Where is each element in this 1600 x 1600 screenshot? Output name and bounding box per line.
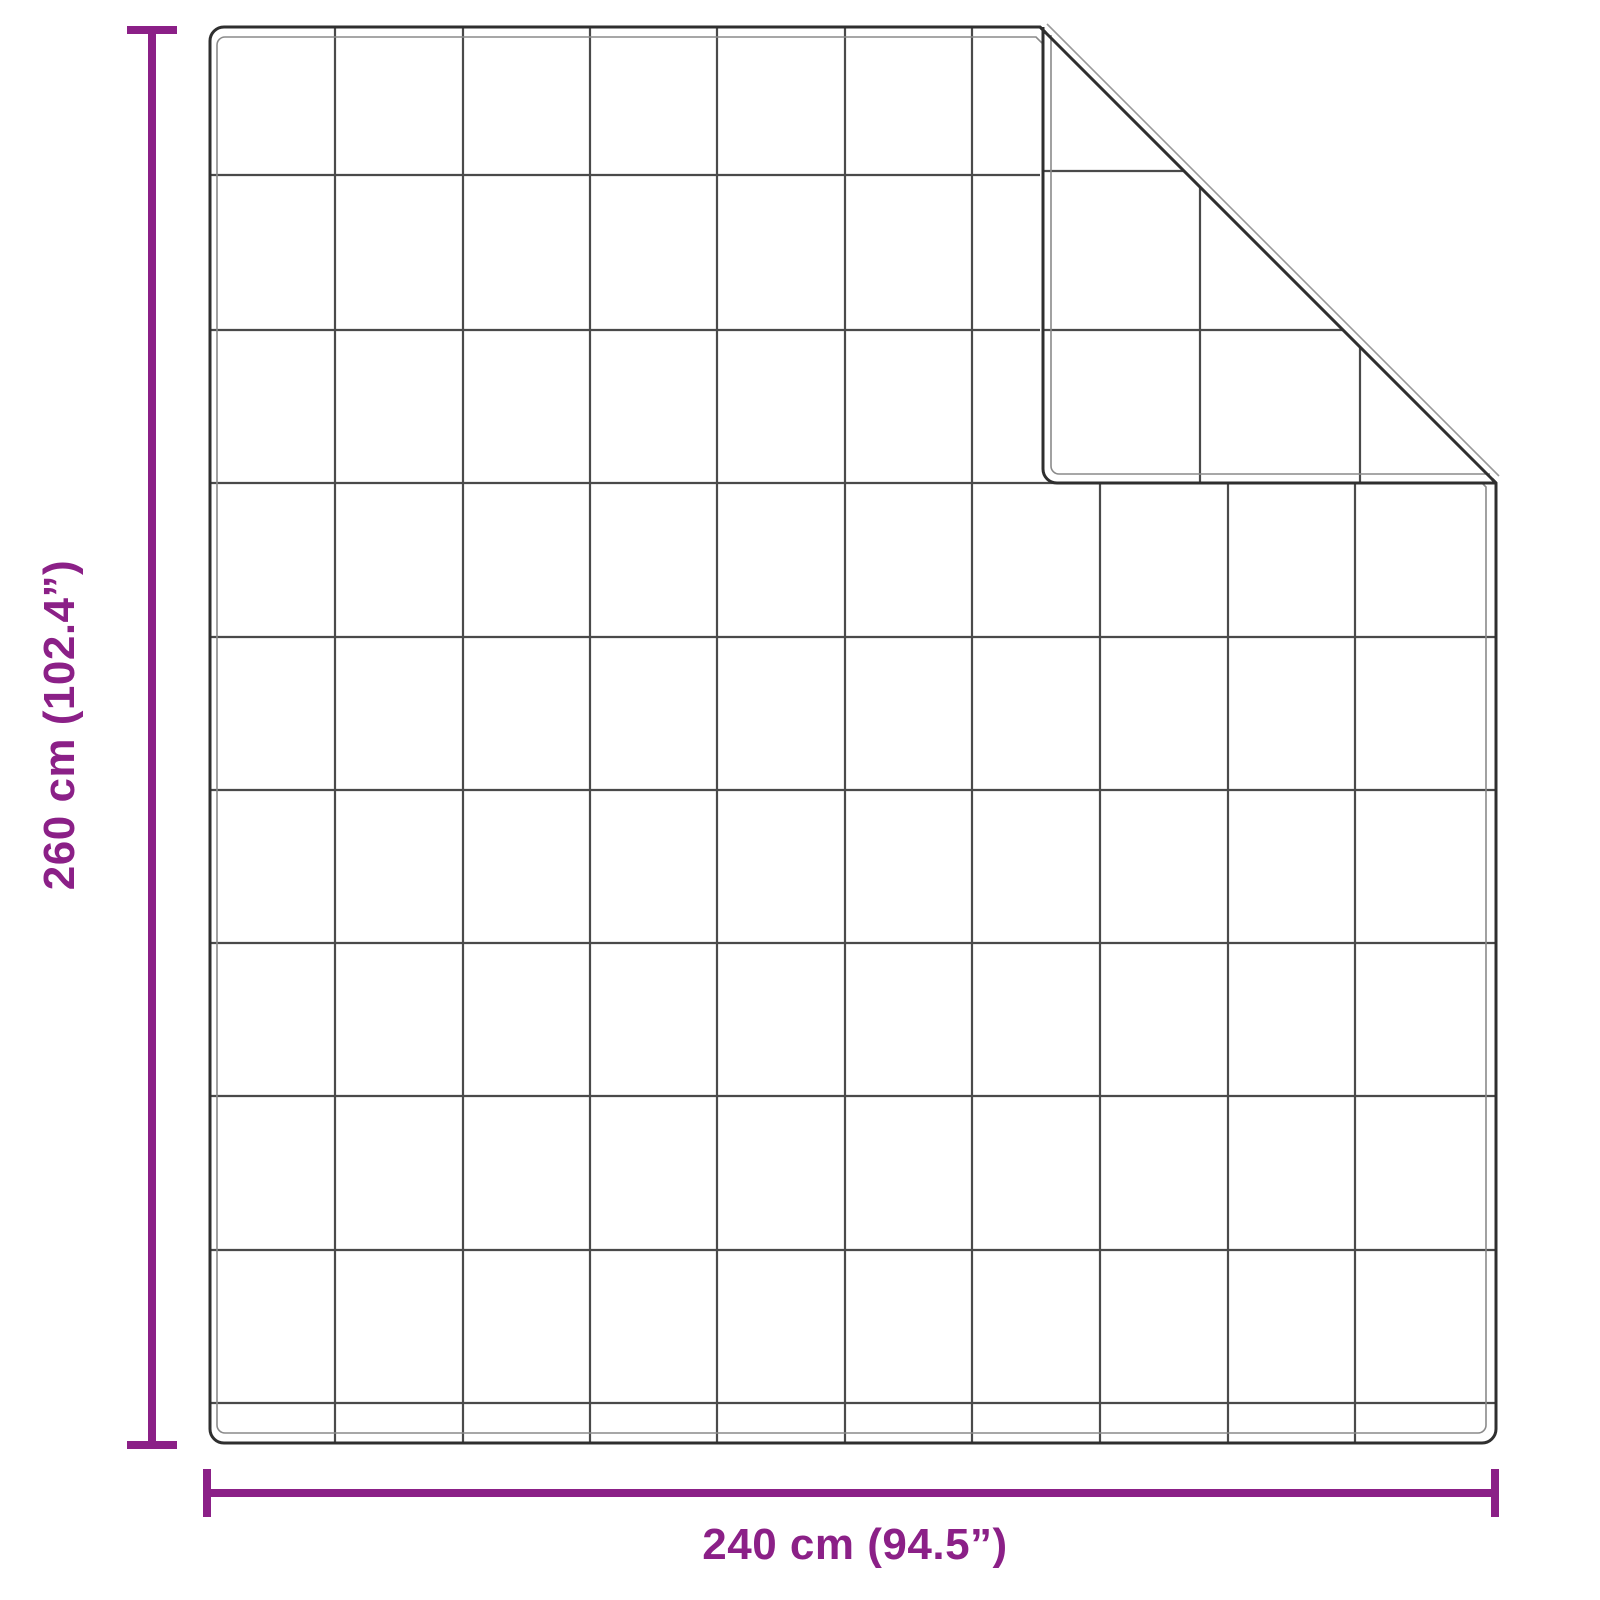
fold-diagonal-crease [1038,25,1498,485]
width-dimension-label: 240 cm (94.5”) [702,1520,1008,1569]
height-dimension-label: 260 cm (102.4”) [0,0,120,1450]
blanket-folded-corner [1038,23,1500,485]
dimension-line-width [203,1469,1499,1517]
blanket-outer-edge [208,25,1498,1445]
dimension-line-height [127,26,177,1449]
blanket-hem-stitch [216,36,1487,1434]
fold-inner-edge [1041,27,1496,485]
quilt-grid-vertical-lines [333,27,1357,1443]
fold-diagonal-crease-highlight [1046,23,1500,477]
fold-inner-hem-stitch [1050,35,1490,475]
height-dimension-text: 260 cm (102.4”) [35,559,84,891]
